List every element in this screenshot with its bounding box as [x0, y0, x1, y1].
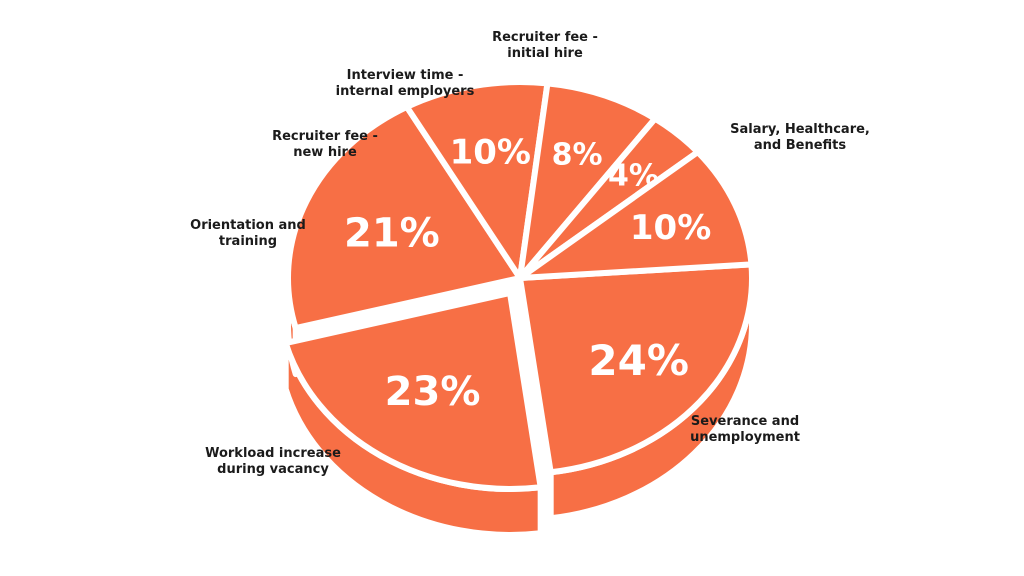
category-label-recruiter-initial: Recruiter fee - initial hire: [492, 30, 598, 61]
category-label-salary: Salary, Healthcare, and Benefits: [730, 122, 870, 153]
pie-slice-recruiter-initial: [517, 149, 755, 281]
category-label-orientation: Orientation and training: [190, 218, 306, 249]
category-label-severance: Severance and unemployment: [690, 414, 800, 445]
category-label-interview: Interview time - internal employers: [335, 68, 475, 99]
pie-slice-recruiter-new: [517, 80, 659, 281]
category-label-workload: Workload increase during vacancy: [205, 446, 341, 477]
slice-value-label-workload: 21%: [344, 210, 440, 256]
slice-value-label-recruiter-initial: 10%: [630, 208, 711, 248]
pie-slice-salary: [517, 261, 755, 476]
slice-value-label-interview: 4%: [608, 158, 659, 193]
pie-slice-severance: [282, 289, 544, 492]
slice-value-label-orientation: 10%: [450, 132, 531, 172]
slice-value-label-recruiter-new: 8%: [552, 138, 603, 173]
slice-value-label-severance: 23%: [385, 369, 481, 415]
pie-slice-workload: [285, 103, 523, 332]
slice-value-label-salary: 24%: [588, 336, 689, 385]
pie-slice-orientation: [403, 79, 551, 281]
category-label-recruiter-new: Recruiter fee - new hire: [272, 129, 378, 160]
